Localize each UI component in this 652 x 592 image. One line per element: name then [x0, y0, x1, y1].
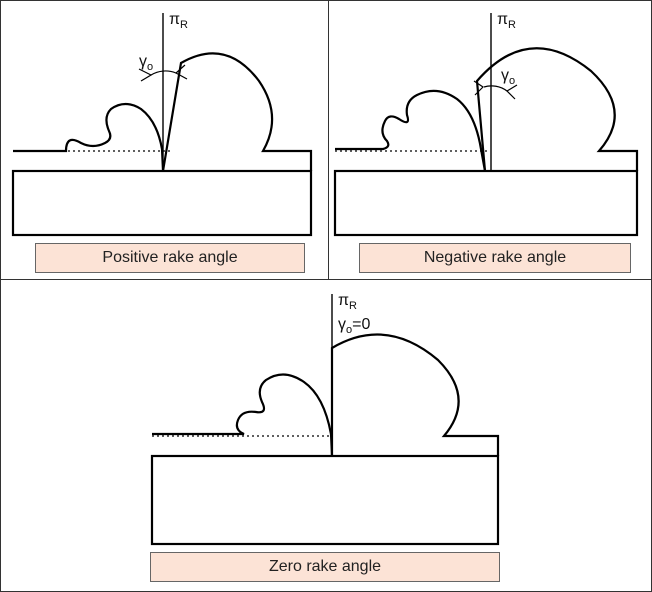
gamma-symbol: γ: [501, 67, 509, 84]
angle-label-positive: γo: [139, 53, 153, 73]
gamma-symbol: γ: [139, 53, 147, 70]
pi-symbol: π: [338, 292, 349, 309]
pi-symbol: π: [497, 11, 508, 28]
panel-positive: πR γo Positive rake angle: [1, 1, 329, 279]
caption-bar-positive: Positive rake angle: [35, 243, 305, 273]
workpiece: [13, 171, 311, 235]
tool-outline: [163, 53, 311, 171]
angle-label-zero: γo=0: [338, 316, 370, 336]
pi-sub: R: [349, 300, 357, 312]
angle-label-negative: γo: [501, 67, 515, 87]
panel-zero: πR γo=0 Zero rake angle: [146, 286, 506, 592]
chip-outline: [13, 104, 163, 171]
pi-sub: R: [180, 19, 188, 31]
top-row: πR γo Positive rake angle: [1, 1, 651, 280]
workpiece: [152, 456, 498, 544]
diagram-container: πR γo Positive rake angle: [0, 0, 652, 592]
chip-outline: [335, 91, 485, 171]
plane-label-negative: πR: [497, 11, 516, 31]
negative-svg: [329, 1, 651, 279]
gamma-sub: o: [147, 61, 153, 73]
panel-zero-wrap: πR γo=0 Zero rake angle: [1, 280, 651, 592]
caption-bar-zero: Zero rake angle: [150, 552, 500, 582]
caption-negative: Negative rake angle: [424, 249, 566, 267]
caption-positive: Positive rake angle: [102, 249, 237, 267]
workpiece: [335, 171, 637, 235]
chip-outline: [152, 374, 332, 456]
positive-svg: [1, 1, 329, 279]
plane-label-zero: πR: [338, 292, 357, 312]
pi-sub: R: [508, 19, 516, 31]
tool-outline: [332, 335, 498, 456]
angle-suffix: =0: [352, 316, 370, 333]
caption-bar-negative: Negative rake angle: [359, 243, 631, 273]
gamma-sub: o: [509, 75, 515, 87]
pi-symbol: π: [169, 11, 180, 28]
plane-label-positive: πR: [169, 11, 188, 31]
caption-zero: Zero rake angle: [269, 558, 381, 576]
gamma-symbol: γ: [338, 316, 346, 333]
panel-negative: πR γo Negative rake angle: [329, 1, 651, 279]
zero-svg: [146, 286, 506, 586]
